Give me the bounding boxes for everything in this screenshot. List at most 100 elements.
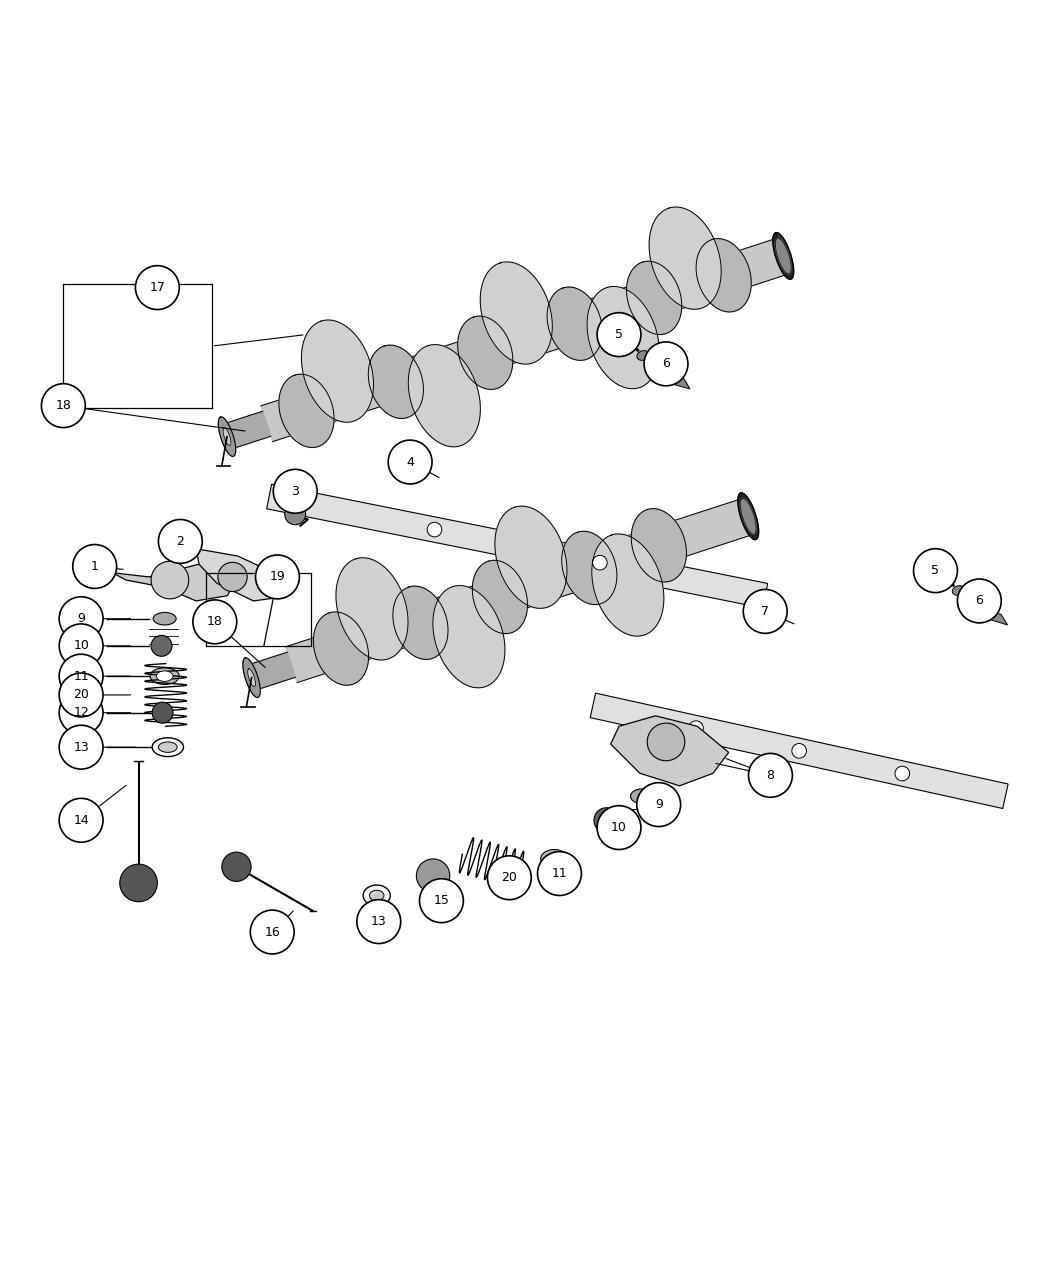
Circle shape	[644, 342, 688, 386]
Text: 8: 8	[766, 769, 775, 782]
Circle shape	[120, 864, 158, 901]
Circle shape	[388, 440, 432, 484]
Text: 4: 4	[406, 455, 414, 468]
Polygon shape	[696, 238, 751, 312]
Circle shape	[59, 725, 103, 769]
Polygon shape	[223, 428, 231, 445]
Polygon shape	[279, 374, 334, 448]
Circle shape	[193, 601, 236, 644]
Circle shape	[59, 623, 103, 668]
Circle shape	[135, 265, 180, 310]
Text: 2: 2	[176, 536, 184, 548]
Ellipse shape	[541, 849, 568, 868]
Circle shape	[285, 504, 306, 525]
Polygon shape	[649, 207, 721, 310]
Circle shape	[895, 766, 909, 780]
Circle shape	[72, 544, 117, 588]
Circle shape	[420, 878, 463, 923]
Polygon shape	[408, 344, 480, 446]
Circle shape	[689, 720, 704, 736]
Circle shape	[59, 597, 103, 640]
Text: 5: 5	[931, 564, 940, 578]
Circle shape	[255, 555, 299, 599]
Polygon shape	[248, 669, 255, 686]
Text: 12: 12	[74, 706, 89, 719]
Text: 5: 5	[615, 328, 623, 342]
Polygon shape	[590, 694, 1008, 808]
Ellipse shape	[156, 671, 173, 681]
Ellipse shape	[952, 585, 965, 595]
Text: 10: 10	[74, 639, 89, 653]
Polygon shape	[218, 417, 235, 456]
Polygon shape	[974, 606, 1008, 625]
Ellipse shape	[630, 789, 653, 803]
Circle shape	[597, 806, 640, 849]
Circle shape	[743, 589, 788, 634]
Circle shape	[273, 469, 317, 514]
Polygon shape	[223, 412, 271, 449]
Text: 17: 17	[149, 280, 165, 295]
Polygon shape	[480, 261, 552, 365]
Circle shape	[597, 312, 640, 357]
Circle shape	[417, 859, 449, 892]
Polygon shape	[592, 534, 664, 636]
Circle shape	[592, 556, 607, 570]
Polygon shape	[267, 484, 768, 608]
Ellipse shape	[363, 885, 391, 907]
Polygon shape	[738, 493, 759, 539]
Ellipse shape	[153, 612, 176, 625]
Circle shape	[59, 673, 103, 717]
Circle shape	[357, 900, 401, 944]
Circle shape	[427, 523, 442, 537]
Polygon shape	[369, 346, 423, 418]
Circle shape	[538, 852, 582, 895]
Polygon shape	[433, 585, 505, 687]
Circle shape	[41, 384, 85, 427]
Polygon shape	[313, 612, 369, 685]
Polygon shape	[775, 238, 791, 274]
Text: 19: 19	[270, 570, 286, 584]
Circle shape	[59, 691, 103, 734]
Text: 13: 13	[74, 741, 89, 754]
Circle shape	[222, 852, 251, 881]
Circle shape	[152, 703, 173, 723]
Polygon shape	[495, 506, 567, 608]
Text: 14: 14	[74, 813, 89, 826]
Circle shape	[749, 754, 793, 797]
Text: 18: 18	[207, 616, 223, 629]
Polygon shape	[336, 557, 408, 660]
Ellipse shape	[150, 668, 180, 685]
Circle shape	[594, 808, 620, 833]
Circle shape	[792, 743, 806, 759]
Polygon shape	[587, 287, 659, 389]
Circle shape	[159, 519, 203, 564]
Circle shape	[151, 561, 189, 599]
Text: 11: 11	[74, 669, 89, 682]
Circle shape	[151, 635, 172, 657]
Circle shape	[218, 562, 247, 592]
Ellipse shape	[546, 854, 562, 864]
Text: 20: 20	[74, 688, 89, 701]
Circle shape	[636, 783, 680, 826]
Circle shape	[958, 579, 1002, 623]
Text: 7: 7	[761, 604, 770, 618]
Polygon shape	[631, 509, 687, 581]
Ellipse shape	[637, 351, 649, 361]
Text: 15: 15	[434, 894, 449, 908]
Ellipse shape	[152, 738, 184, 756]
Text: 3: 3	[291, 484, 299, 497]
Circle shape	[914, 548, 958, 593]
Polygon shape	[627, 261, 681, 334]
Polygon shape	[112, 562, 237, 601]
Polygon shape	[261, 238, 789, 441]
Text: 20: 20	[502, 871, 518, 885]
Circle shape	[250, 910, 294, 954]
Polygon shape	[458, 316, 512, 389]
Text: 9: 9	[655, 798, 663, 811]
Polygon shape	[243, 658, 260, 697]
Polygon shape	[286, 499, 754, 682]
Polygon shape	[301, 320, 374, 422]
Text: 16: 16	[265, 926, 280, 938]
Ellipse shape	[370, 890, 384, 900]
Polygon shape	[656, 371, 690, 389]
